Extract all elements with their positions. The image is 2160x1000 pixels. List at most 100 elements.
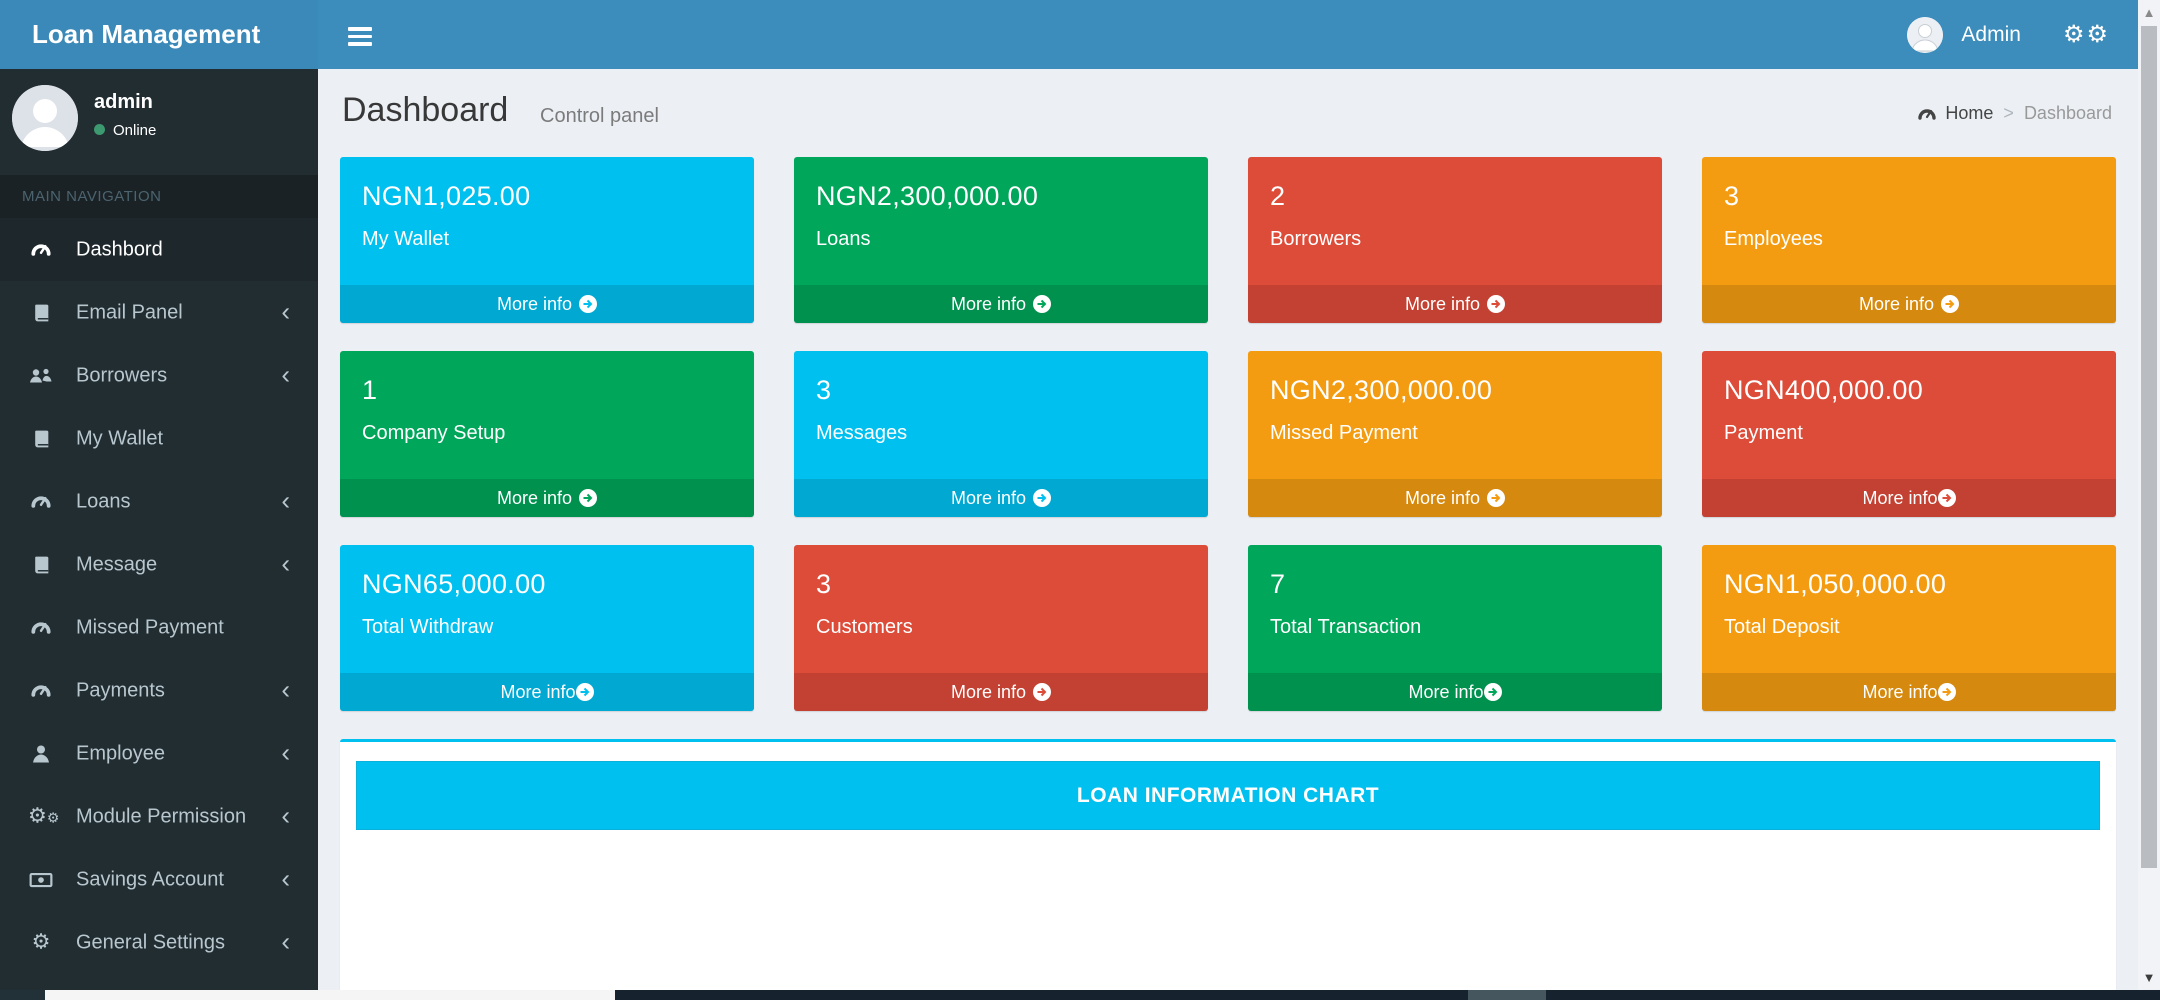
sidebar-item-label: My Wallet [76,427,163,450]
sidebar-item-label: Borrowers [76,364,167,387]
vertical-scrollbar-thumb[interactable] [2141,26,2157,868]
info-box-label: Loans [794,212,1208,251]
sidebar-toggle-button[interactable] [330,0,390,69]
info-box-loans: NGN2,300,000.00LoansMore info [794,157,1208,323]
sidebar-item-label: Employee [76,742,165,765]
more-info-link[interactable]: More info [1248,479,1662,517]
horizontal-scrollbar-track [0,990,45,1000]
arrow-circle-right-icon [1033,676,1051,714]
top-navbar: Loan Management Admin ⚙ ⚙︎ [0,0,2138,69]
info-box-payment: NGN400,000.00PaymentMore info [1702,351,2116,517]
info-box-label: Total Withdraw [340,600,754,639]
sidebar-item-label: Message [76,553,157,576]
sidebar-user-panel: admin Online [0,69,318,175]
info-box-value: 2 [1248,157,1662,212]
horizontal-scrollbar-segment [1468,990,1546,1000]
money-icon [28,868,54,891]
chevron-left-icon: ‹ [281,800,290,831]
chevron-left-icon: ‹ [281,359,290,390]
arrow-circle-right-icon [579,288,597,326]
sidebar-item-dashbord[interactable]: Dashbord [0,218,318,281]
breadcrumb-home-link[interactable]: Home [1917,103,1993,124]
sidebar-item-employee[interactable]: Employee‹ [0,722,318,785]
info-box-label: My Wallet [340,212,754,251]
info-box-value: NGN400,000.00 [1702,351,2116,406]
sidebar-item-payments[interactable]: Payments‹ [0,659,318,722]
arrow-circle-right-icon [1941,288,1959,326]
vertical-scrollbar[interactable]: ▲ ▼ [2138,0,2160,990]
arrow-circle-right-icon [1938,482,1956,520]
info-box-value: 1 [340,351,754,406]
more-info-link[interactable]: More info [340,285,754,323]
more-info-link[interactable]: More info [794,673,1208,711]
scroll-down-arrow-icon[interactable]: ▼ [2138,968,2160,988]
more-info-link[interactable]: More info [1248,285,1662,323]
more-info-link[interactable]: More info [340,673,754,711]
info-box-value: 3 [794,545,1208,600]
user-icon [28,742,54,765]
page-title: Dashboard [342,91,508,130]
horizontal-scrollbar-thumb[interactable] [45,990,615,1000]
more-info-link[interactable]: More info [1248,673,1662,711]
sidebar-item-missed-payment[interactable]: Missed Payment [0,596,318,659]
arrow-circle-right-icon [1487,288,1505,326]
horizontal-scrollbar[interactable] [0,990,2160,1000]
more-info-link[interactable]: More info [340,479,754,517]
info-box-label: Employees [1702,212,2116,251]
info-box-messages: 3MessagesMore info [794,351,1208,517]
info-box-value: NGN1,050,000.00 [1702,545,2116,600]
sidebar-item-label: Missed Payment [76,616,224,639]
loan-chart-panel: LOAN INFORMATION CHART [340,739,2116,999]
breadcrumb-separator: > [2003,103,2014,124]
navbar-user-menu[interactable]: Admin [1961,23,2021,47]
sidebar-item-label: Savings Account [76,868,224,891]
person-icon [12,85,78,151]
breadcrumb: Home > Dashboard [1917,103,2112,124]
more-info-link[interactable]: More info [1702,479,2116,517]
info-boxes-grid: NGN1,025.00My WalletMore infoNGN2,300,00… [318,157,2138,739]
dashboard-icon [28,490,54,513]
info-box-label: Total Transaction [1248,600,1662,639]
dashboard-icon [28,679,54,702]
book-icon [28,553,54,576]
info-box-employees: 3EmployeesMore info [1702,157,2116,323]
chevron-left-icon: ‹ [281,485,290,516]
navbar-user-avatar[interactable] [1907,17,1943,53]
info-box-borrowers: 2BorrowersMore info [1248,157,1662,323]
sidebar-user-name: admin [94,91,153,114]
scroll-up-arrow-icon[interactable]: ▲ [2138,3,2160,23]
gears-icon: ⚙︎⚙︎ [28,805,54,828]
info-box-label: Total Deposit [1702,600,2116,639]
info-box-total-transaction: 7Total TransactionMore info [1248,545,1662,711]
info-box-value: 3 [794,351,1208,406]
more-info-link[interactable]: More info [794,285,1208,323]
arrow-circle-right-icon [1938,676,1956,714]
more-info-link[interactable]: More info [794,479,1208,517]
book-icon [28,301,54,324]
info-box-company-setup: 1Company SetupMore info [340,351,754,517]
sidebar-item-message[interactable]: Message‹ [0,533,318,596]
more-info-link[interactable]: More info [1702,285,2116,323]
sidebar-item-my-wallet[interactable]: My Wallet [0,407,318,470]
arrow-circle-right-icon [1033,482,1051,520]
arrow-circle-right-icon [576,676,594,714]
sidebar-item-savings-account[interactable]: Savings Account‹ [0,848,318,911]
info-box-value: NGN65,000.00 [340,545,754,600]
chevron-left-icon: ‹ [281,674,290,705]
sidebar-user-avatar[interactable] [12,85,78,151]
gear-icon: ⚙︎ [28,931,54,954]
info-box-label: Missed Payment [1248,406,1662,445]
info-box-value: NGN2,300,000.00 [1248,351,1662,406]
sidebar-menu: DashbordEmail Panel‹ Borrowers ‹ My Wallet L… [0,218,318,974]
sidebar-item-general-settings[interactable]: ⚙︎General Settings‹ [0,911,318,974]
sidebar-item-module-permission[interactable]: ⚙︎⚙︎Module Permission‹ [0,785,318,848]
loan-chart-header: LOAN INFORMATION CHART [356,761,2100,830]
sidebar-item-loans[interactable]: Loans‹ [0,470,318,533]
sidebar-item-borrowers[interactable]: Borrowers ‹ [0,344,318,407]
info-box-label: Customers [794,600,1208,639]
more-info-link[interactable]: More info [1702,673,2116,711]
settings-gears-icon[interactable]: ⚙ ⚙︎ [2063,23,2108,47]
sidebar-user-status[interactable]: Online [94,122,156,139]
app-logo[interactable]: Loan Management [0,0,318,69]
sidebar-item-email-panel[interactable]: Email Panel‹ [0,281,318,344]
